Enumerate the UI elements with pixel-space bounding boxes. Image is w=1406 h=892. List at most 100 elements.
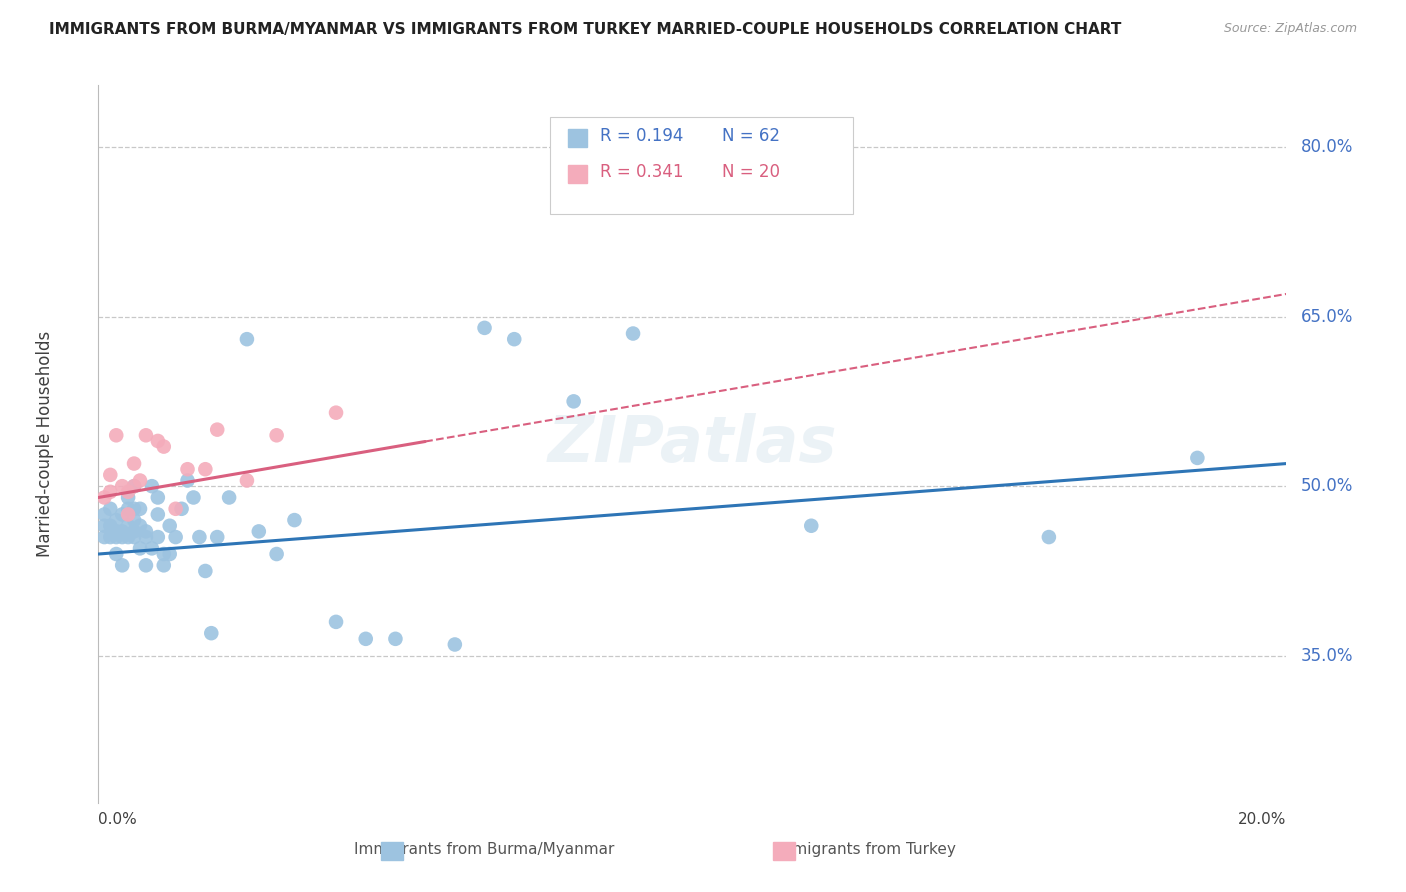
Point	[111, 508, 134, 522]
Text: Married-couple Households: Married-couple Households	[37, 331, 53, 557]
Point	[98, 518, 121, 533]
Text: ZIPatlas: ZIPatlas	[548, 413, 837, 475]
Point	[325, 615, 347, 629]
Point	[1038, 530, 1060, 544]
Point	[122, 524, 145, 539]
Point	[105, 428, 128, 442]
Point	[122, 513, 145, 527]
Point	[176, 474, 198, 488]
Point	[117, 491, 139, 505]
Point	[146, 491, 169, 505]
Text: R = 0.341: R = 0.341	[600, 162, 683, 180]
Point	[141, 479, 163, 493]
Point	[98, 484, 121, 499]
Point	[443, 638, 465, 652]
Point	[194, 564, 217, 578]
Point	[283, 513, 305, 527]
FancyBboxPatch shape	[550, 117, 853, 214]
Point	[621, 326, 644, 341]
Point	[105, 524, 128, 539]
Point	[503, 332, 526, 346]
Bar	[568, 129, 586, 147]
Point	[105, 513, 128, 527]
Point	[146, 434, 169, 448]
Point	[129, 501, 152, 516]
Point	[183, 491, 205, 505]
Point	[111, 558, 134, 573]
Point	[146, 508, 169, 522]
Point	[122, 501, 145, 516]
Point	[152, 440, 174, 454]
Point	[200, 626, 222, 640]
Bar	[381, 842, 402, 860]
Point	[129, 474, 152, 488]
Text: Immigrants from Burma/Myanmar: Immigrants from Burma/Myanmar	[354, 842, 614, 857]
Text: 0.0%: 0.0%	[98, 812, 138, 827]
Point	[93, 491, 115, 505]
Text: 80.0%: 80.0%	[1301, 138, 1353, 156]
Point	[117, 530, 139, 544]
Bar	[568, 165, 586, 183]
Point	[141, 541, 163, 556]
Text: 65.0%: 65.0%	[1301, 308, 1353, 326]
Point	[165, 501, 187, 516]
Point	[117, 501, 139, 516]
Point	[159, 547, 181, 561]
Point	[111, 530, 134, 544]
Point	[152, 558, 174, 573]
Point	[117, 518, 139, 533]
Point	[474, 321, 496, 335]
Point	[111, 479, 134, 493]
Point	[236, 332, 259, 346]
Point	[122, 530, 145, 544]
Bar	[773, 842, 794, 860]
Point	[111, 524, 134, 539]
Point	[98, 530, 121, 544]
Point	[129, 518, 152, 533]
Text: N = 20: N = 20	[723, 162, 780, 180]
Point	[105, 547, 128, 561]
Point	[800, 518, 823, 533]
Point	[218, 491, 240, 505]
Point	[384, 632, 406, 646]
Point	[117, 484, 139, 499]
Point	[354, 632, 377, 646]
Point	[266, 547, 288, 561]
Point	[105, 530, 128, 544]
Point	[117, 508, 139, 522]
Point	[98, 501, 121, 516]
Point	[135, 524, 157, 539]
Point	[93, 508, 115, 522]
Point	[165, 530, 187, 544]
Point	[194, 462, 217, 476]
Text: N = 62: N = 62	[723, 127, 780, 145]
Point	[170, 501, 193, 516]
Point	[176, 462, 198, 476]
Point	[159, 518, 181, 533]
Point	[135, 530, 157, 544]
Text: Source: ZipAtlas.com: Source: ZipAtlas.com	[1223, 22, 1357, 36]
Point	[122, 479, 145, 493]
Point	[325, 406, 347, 420]
Point	[1187, 450, 1209, 465]
Text: Immigrants from Turkey: Immigrants from Turkey	[773, 842, 956, 857]
Point	[152, 547, 174, 561]
Point	[236, 474, 259, 488]
Point	[205, 423, 228, 437]
Text: 35.0%: 35.0%	[1301, 647, 1353, 665]
Text: R = 0.194: R = 0.194	[600, 127, 683, 145]
Point	[146, 530, 169, 544]
Text: 50.0%: 50.0%	[1301, 477, 1353, 495]
Point	[562, 394, 585, 409]
Point	[135, 558, 157, 573]
Point	[98, 467, 121, 482]
Point	[247, 524, 270, 539]
Point	[188, 530, 211, 544]
Text: 20.0%: 20.0%	[1239, 812, 1286, 827]
Point	[122, 457, 145, 471]
Point	[266, 428, 288, 442]
Point	[93, 530, 115, 544]
Text: IMMIGRANTS FROM BURMA/MYANMAR VS IMMIGRANTS FROM TURKEY MARRIED-COUPLE HOUSEHOLD: IMMIGRANTS FROM BURMA/MYANMAR VS IMMIGRA…	[49, 22, 1122, 37]
Point	[205, 530, 228, 544]
Point	[135, 428, 157, 442]
